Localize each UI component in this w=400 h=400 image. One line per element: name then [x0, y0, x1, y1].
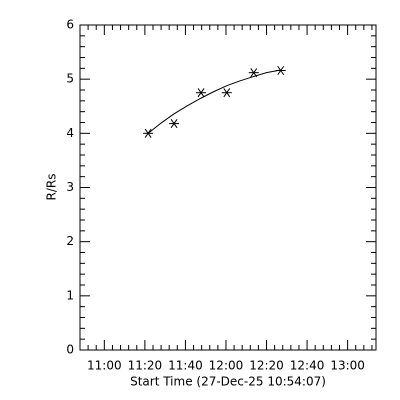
- y-tick-label: 2: [66, 234, 74, 248]
- y-tick-label: 4: [66, 126, 74, 140]
- y-tick-label: 1: [66, 288, 74, 302]
- x-tick-label: 13:00: [330, 359, 365, 373]
- data-point: [196, 88, 207, 98]
- x-tick-label: 11:40: [168, 359, 203, 373]
- x-tick-label: 11:00: [87, 359, 122, 373]
- asterisk-stroke: [277, 65, 285, 76]
- y-tick-label: 3: [66, 180, 74, 194]
- y-axis-label: R/Rs: [45, 174, 59, 201]
- asterisk-stroke: [223, 88, 231, 98]
- plot-frame: [79, 24, 377, 351]
- asterisk-stroke: [197, 88, 205, 98]
- x-tick-label: 12:40: [290, 359, 325, 373]
- x-tick-label: 11:20: [128, 359, 163, 373]
- x-axis-label: Start Time (27-Dec-25 10:54:07): [130, 375, 326, 389]
- y-tick-label: 5: [66, 72, 74, 86]
- y-tick-label: 6: [66, 18, 74, 32]
- data-point: [169, 119, 180, 129]
- asterisk-stroke: [170, 119, 178, 129]
- y-tick-label: 0: [66, 343, 74, 357]
- x-tick-label: 12:00: [209, 359, 244, 373]
- asterisk-stroke: [250, 68, 258, 78]
- x-tick-label: 12:20: [249, 359, 284, 373]
- fit-line: [147, 69, 281, 134]
- data-point: [221, 88, 232, 98]
